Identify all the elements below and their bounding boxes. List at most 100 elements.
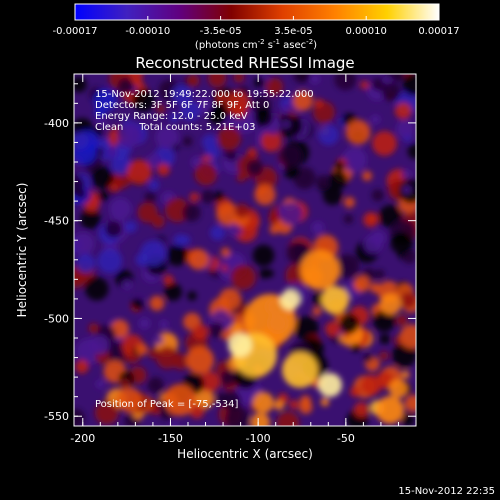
image-blob [210,225,226,241]
image-blob [216,92,226,103]
image-blob [131,297,144,311]
image-blob [252,392,274,414]
image-blob [104,220,123,238]
image-blob [189,192,199,202]
image-blob [373,310,396,332]
image-blob [217,126,241,150]
image-blob [372,131,397,156]
image-blob [390,231,413,255]
image-blob [220,247,231,257]
image-blob [260,131,282,152]
image-blob [375,269,385,279]
image-blob [153,334,164,345]
image-blob [318,124,339,146]
image-blob [402,74,416,96]
image-blob [370,282,381,294]
image-blob [279,201,303,226]
image-blob [334,74,357,91]
image-blob [281,120,291,129]
colorbar-tick-label: -3.5e-05 [200,26,242,37]
image-blob [126,159,152,185]
colorbar-ramp [74,3,440,21]
image-blob [379,333,391,345]
image-blob [94,400,119,425]
image-blob [381,82,401,102]
image-blob [149,295,165,311]
image-blob [93,125,103,136]
image-blob [344,196,355,208]
image-blob [93,88,117,112]
flare-blob [282,352,318,388]
y-axis-label: Heliocentric Y (arcsec) [15,183,29,318]
image-blob [201,134,218,150]
image-blob [334,161,345,172]
image-blob [367,213,379,224]
colorbar-tick-label: -0.00017 [53,26,98,37]
image-blob [180,234,191,246]
image-blob [91,166,114,189]
image-blob [236,172,246,182]
image-blob [404,394,416,412]
y-tick-label: -450 [44,215,69,228]
image-blob [148,348,160,359]
image-blob [339,313,360,334]
image-blob [95,379,106,389]
image-blob [371,189,384,202]
image-blob [276,411,300,426]
image-blob [299,400,313,414]
image-blob [180,100,201,122]
image-blob [156,104,166,114]
image-blob [147,377,164,394]
plot-frame [73,73,417,427]
image-blob [335,254,360,279]
image-blob [394,102,412,120]
image-blob [265,269,274,278]
flare-blob [318,373,342,397]
image-blob [157,163,170,176]
image-blob [253,107,273,127]
flare-blob [280,290,300,310]
image-blob [163,274,174,286]
footer-timestamp: 15-Nov-2012 22:35 [398,486,495,497]
image-blob [360,374,382,396]
image-blob [252,244,275,267]
image-blob [289,399,299,410]
image-blob [144,191,157,204]
image-blob [342,147,367,173]
image-blob [75,359,89,374]
image-blob [371,78,385,91]
image-blob [187,291,197,301]
image-blob [201,189,215,204]
image-blob [155,125,179,150]
image-blob [186,74,200,87]
image-blob [97,190,109,202]
image-blob [109,197,132,220]
image-blob [325,321,341,337]
colorbar-units: (photons cm-2 s-1 asec-2) [195,38,317,51]
image-blob [345,119,371,145]
flare-blob [186,346,214,374]
x-tick-label: -150 [158,432,183,445]
image-blob [135,343,148,356]
image-blob [159,319,169,329]
image-blob [396,314,408,327]
image-blob [254,184,276,206]
image-blob [379,293,402,315]
y-tick-label: -550 [44,410,69,423]
plot-title: Reconstructed RHESSI Image [135,54,354,72]
image-blob [194,162,218,186]
image-blob [320,397,330,407]
image-blob [122,279,133,290]
image-blob [138,317,151,330]
colorbar: -0.00017 -0.00010 -3.5e-05 3.5e-05 0.00010 0.… [53,3,460,51]
image-blob [124,220,137,233]
image-blob [225,149,237,161]
image-blob [117,124,142,148]
image-blob [116,387,142,413]
image-blob [76,253,96,273]
image-blob [169,112,180,123]
image-blob [293,74,310,84]
image-blob [351,343,361,353]
